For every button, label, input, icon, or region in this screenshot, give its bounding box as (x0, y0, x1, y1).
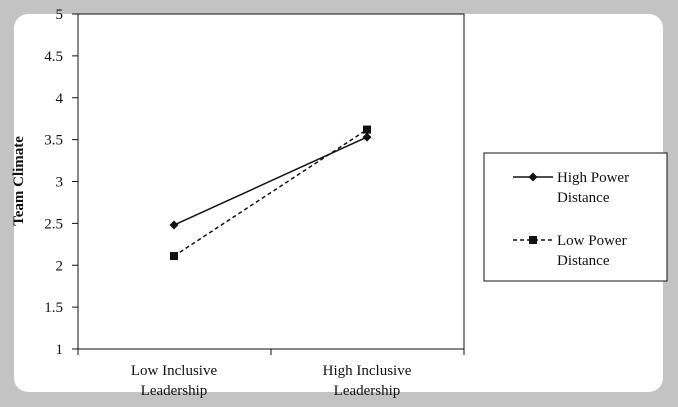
diamond-marker (169, 220, 179, 230)
x-tick-label: High Inclusive Leadership (323, 363, 412, 399)
series-high-power-distance (169, 132, 372, 230)
legend-label: Low Power Distance (557, 233, 627, 269)
y-axis: 1 1.5 2 2.5 3 3.5 4 4.5 5 (44, 7, 78, 358)
legend-square-marker (529, 236, 537, 244)
y-tick-label: 2 (56, 258, 64, 274)
y-tick-label: 3 (56, 175, 64, 191)
diamond-marker (362, 132, 372, 142)
y-tick-label: 4 (56, 91, 64, 107)
legend: High Power Distance Low Power Distance (483, 152, 668, 282)
x-axis: Low Inclusive Leadership High Inclusive Lea… (77, 349, 465, 399)
series-line (173, 128, 368, 257)
x-tick-label: Low Inclusive Leadership (131, 363, 218, 399)
y-tick-label: 5 (56, 7, 64, 23)
square-marker (363, 125, 371, 134)
legend-entry: Low Power Distance (513, 233, 627, 269)
y-tick-label: 1.5 (44, 300, 63, 316)
y-axis-title: Team Climate (11, 136, 27, 226)
series-low-power-distance (170, 125, 371, 261)
y-tick-label: 3.5 (44, 133, 63, 149)
y-tick-label: 4.5 (44, 49, 63, 65)
legend-entry: High Power Distance (513, 170, 629, 206)
series-line (173, 136, 368, 226)
legend-box (483, 152, 668, 282)
series-layer (169, 125, 372, 261)
y-tick-label: 2.5 (44, 216, 63, 232)
legend-diamond-marker (528, 172, 538, 182)
square-marker (170, 252, 178, 261)
legend-label: High Power Distance (557, 170, 629, 206)
y-tick-label: 1 (56, 342, 64, 358)
